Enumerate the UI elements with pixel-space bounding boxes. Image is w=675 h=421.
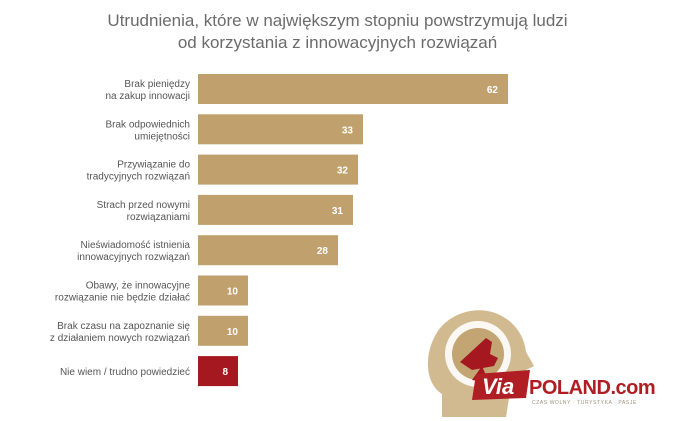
category-label-1: Brak odpowiednich umiejętności [106, 119, 191, 142]
chart-title-line-2: od korzystania z innowacyjnych rozwiązań [177, 33, 498, 52]
category-label-line: Przywiązanie do [117, 160, 190, 171]
category-label-line: z działaniem nowych rozwiązań [50, 333, 190, 344]
category-label-4: Nieświadomość istnienia innowacyjnych roz… [77, 240, 190, 263]
category-label-line: rozwiązanie nie będzie działać [55, 293, 190, 304]
logo-tagline: CZAS WOLNY · TURYSTYKA · PASJE [532, 400, 637, 406]
bar-value-label-0: 62 [487, 85, 499, 96]
viapoland-logo: Via POLAND.com CZAS WOLNY · TURYSTYKA · … [420, 296, 675, 421]
category-label-6: Brak czasu na zapoznanie się z działaniem… [50, 321, 191, 344]
bar-4 [198, 235, 338, 266]
category-label-2: Przywiązanie do tradycyjnych rozwiązań [87, 160, 191, 183]
category-label-7: Nie wiem / trudno powiedzieć [60, 367, 190, 378]
category-label-3: Strach przed nowymi rozwiązaniami [97, 200, 190, 223]
category-label-line: Nie wiem / trudno powiedzieć [60, 367, 190, 378]
category-label-line: Brak czasu na zapoznanie się [57, 321, 190, 332]
category-label-line: na zakup innowacji [106, 91, 191, 102]
bar-value-label-1: 33 [342, 125, 354, 136]
category-label-line: tradycyjnych rozwiązań [87, 172, 190, 183]
bar-0 [198, 74, 508, 104]
bar-5 [198, 275, 248, 306]
category-label-5: Obawy, że innowacyjne rozwiązanie nie będ… [55, 281, 191, 304]
bar-3 [198, 194, 353, 225]
chart-title-line-1: Utrudnienia, które w największym stopniu… [107, 11, 568, 30]
bar-value-label-7: 8 [222, 367, 228, 378]
category-label-line: Brak odpowiednich [106, 119, 191, 130]
bar-value-label-5: 10 [227, 287, 239, 298]
category-label-line: innowacyjnych rozwiązań [77, 252, 190, 263]
bar-6 [198, 315, 248, 346]
category-label-0: Brak pieniędzy na zakup innowacji [106, 79, 191, 102]
bar-value-label-3: 31 [332, 206, 344, 217]
head-silhouette-icon [427, 310, 534, 417]
bar-2 [198, 154, 358, 185]
category-label-line: umiejętności [134, 131, 190, 142]
logo-via-text: Via [482, 374, 515, 399]
bar-value-label-4: 28 [317, 246, 329, 257]
bar-1 [198, 114, 363, 145]
category-label-line: Obawy, że innowacyjne [86, 281, 191, 292]
bar-value-label-2: 32 [337, 166, 349, 177]
chart-title: Utrudnienia, które w największym stopniu… [0, 10, 675, 54]
category-label-line: Nieświadomość istnienia [81, 240, 191, 251]
category-label-line: rozwiązaniami [127, 212, 190, 223]
logo-poland-text: POLAND.com [529, 377, 656, 399]
bar-7 [198, 356, 238, 387]
category-label-line: Strach przed nowymi [97, 200, 190, 211]
category-label-line: Brak pieniędzy [124, 79, 190, 90]
bar-value-label-6: 10 [227, 327, 239, 338]
